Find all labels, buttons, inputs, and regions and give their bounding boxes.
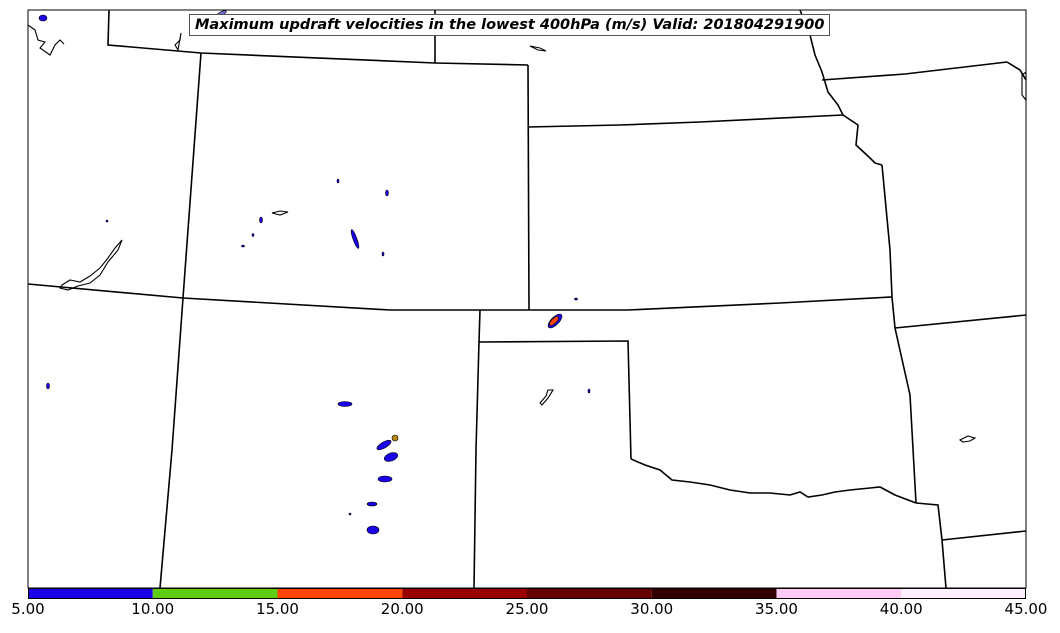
colorbar-segment: [152, 588, 278, 599]
colorbar: [28, 588, 1026, 599]
map-title: Maximum updraft velocities in the lowest…: [189, 14, 831, 36]
water-outlines: [27, 24, 1027, 443]
border-texas-west: [473, 341, 480, 589]
updraft-cell: [381, 251, 385, 257]
colorbar-tick-label: 25.00: [505, 600, 549, 618]
lake-small-1: [529, 45, 547, 52]
updraft-cell: [336, 178, 340, 184]
updraft-cell: [337, 401, 353, 407]
border-oklahoma-east: [891, 296, 917, 504]
lake-small-6: [174, 32, 182, 52]
border-panhandle-south: [478, 340, 632, 460]
updraft-cell: [348, 512, 352, 516]
colorbar-segment: [651, 588, 777, 599]
border-red-river: [630, 458, 917, 504]
border-ia-mo: [821, 61, 1008, 81]
updraft-cell: [383, 452, 399, 462]
updraft-cell: [366, 525, 380, 535]
updraft-cell-tan: [391, 434, 399, 442]
colorbar-tick-label: 20.00: [380, 600, 424, 618]
colorbar-segment: [277, 588, 403, 599]
colorbar-tick-label: 30.00: [630, 600, 674, 618]
colorbar-tick-label: 10.00: [131, 600, 175, 618]
colorbar-segment: [776, 588, 902, 599]
updraft-cell: [574, 297, 578, 301]
border-ar-la: [915, 502, 947, 589]
coastline-northwest: [27, 24, 65, 56]
updraft-cell: [259, 216, 263, 224]
colorbar-tick-label: 45.00: [1004, 600, 1048, 618]
colorbar-tick-label: 40.00: [879, 600, 923, 618]
updraft-cell: [241, 244, 245, 248]
updraft-cell: [587, 388, 591, 394]
colorbar-segment: [28, 588, 153, 599]
border-colorado-south: [27, 283, 529, 311]
lake-small-2: [271, 210, 289, 216]
colorbar-tick-label: 35.00: [755, 600, 798, 618]
updraft-cell: [377, 475, 393, 483]
updraft-cell: [38, 14, 48, 22]
colorbar-tick-label: 15.00: [256, 600, 299, 618]
lake-small-5: [1021, 70, 1027, 102]
lake-great-salt: [59, 239, 123, 291]
border-kansas-north: [527, 114, 844, 128]
colorbar-segment: [527, 588, 652, 599]
updraft-cells: [38, 10, 591, 535]
colorbar-segment: [402, 588, 527, 599]
border-panhandle-west: [478, 309, 481, 343]
map-frame: [27, 9, 1027, 589]
colorbar-tick-label: 5.00: [11, 600, 45, 618]
updraft-cell: [105, 219, 109, 223]
lake-small-3: [539, 389, 554, 406]
updraft-cell-strong: [549, 316, 559, 326]
lake-small-4: [958, 435, 977, 443]
border-colorado-west: [182, 52, 202, 299]
border-missouri-river: [799, 9, 883, 166]
border-great-lakes: [1006, 61, 1027, 81]
border-kansas-east: [881, 164, 893, 298]
border-wy-ne-north: [107, 9, 529, 66]
state-borders: [27, 9, 1027, 589]
updraft-cell: [366, 501, 378, 507]
colorbar-segment: [901, 588, 1026, 599]
updraft-cell: [376, 439, 392, 451]
border-kansas-south: [529, 296, 893, 311]
updraft-cell: [350, 229, 360, 249]
border-nm-west: [159, 297, 184, 589]
updraft-cell: [251, 233, 255, 237]
updraft-cell: [385, 189, 389, 197]
border-mo-ar: [894, 314, 1027, 329]
border-colorado-east: [527, 64, 530, 311]
border-ar-east-la: [941, 530, 1027, 541]
colorbar-border: [28, 588, 1026, 599]
updraft-cell: [46, 382, 50, 390]
